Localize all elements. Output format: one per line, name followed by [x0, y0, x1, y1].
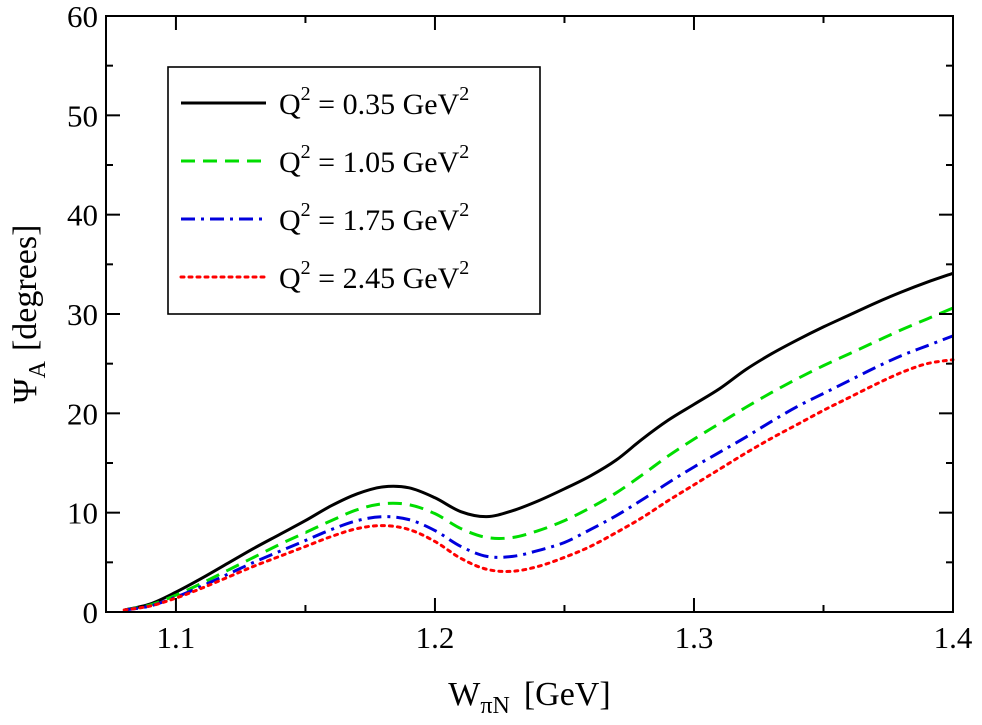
y-axis-title: ΨA [degrees] [7, 225, 51, 404]
series-line-3 [123, 334, 954, 612]
legend-label-2: Q2 = 1.05 GeV2 [279, 141, 469, 179]
legend-box [167, 66, 541, 315]
x-tick-label: 1.2 [416, 620, 455, 655]
legend-label-3-sup: 2 [301, 199, 311, 221]
y-tick-label: 10 [67, 496, 98, 531]
legend-label-1-sup2: 2 [459, 83, 469, 105]
axis-ticks: 1.1 1.2 1.3 1.4 0 10 20 30 40 50 60 [67, 0, 973, 655]
plot-curves [122, 271, 955, 612]
y-tick-label: 40 [67, 198, 98, 233]
legend-label-2-mid: = 1.05 GeV [311, 146, 460, 179]
y-axis-title-unit: [degrees] [7, 225, 44, 351]
series-line-1 [123, 271, 954, 612]
legend-label-2-pre: Q [279, 146, 301, 179]
legend-label-4-sup2: 2 [459, 257, 469, 279]
legend-label-1: Q2 = 0.35 GeV2 [279, 83, 469, 121]
x-tick-label: 1.4 [934, 620, 973, 655]
legend-label-3: Q2 = 1.75 GeV2 [279, 199, 469, 237]
x-tick-label: 1.3 [675, 620, 714, 655]
x-tick-label: 1.1 [157, 620, 196, 655]
legend-label-2-sup: 2 [301, 141, 311, 163]
y-tick-label: 20 [67, 396, 98, 431]
y-tick-label: 30 [67, 297, 98, 332]
legend-label-4-mid: = 2.45 GeV [311, 262, 460, 295]
y-axis-title-sub: A [25, 360, 51, 378]
x-axis-title-base: W [448, 676, 481, 713]
x-axis-title-sub: πN [480, 693, 509, 719]
x-axis-title: WπN [GeV] [448, 676, 610, 719]
legend-label-1-mid: = 0.35 GeV [311, 88, 460, 121]
series-line-2 [123, 306, 954, 612]
legend-label-1-sup: 2 [301, 83, 311, 105]
legend-label-3-pre: Q [279, 204, 301, 237]
y-axis-title-base: Ψ [7, 378, 44, 403]
legend-label-2-sup2: 2 [459, 141, 469, 163]
y-tick-label: 60 [67, 0, 98, 34]
legend-label-4-sup: 2 [301, 257, 311, 279]
legend-label-3-mid: = 1.75 GeV [311, 204, 460, 237]
legend-label-4-pre: Q [279, 262, 301, 295]
y-tick-label: 50 [67, 98, 98, 133]
x-axis-title-unit: [GeV] [524, 676, 611, 713]
legend-label-1-pre: Q [279, 88, 301, 121]
y-tick-label: 0 [83, 595, 99, 630]
legend-label-3-sup2: 2 [459, 199, 469, 221]
series-line-4 [122, 358, 955, 612]
legend-label-4: Q2 = 2.45 GeV2 [279, 257, 469, 295]
